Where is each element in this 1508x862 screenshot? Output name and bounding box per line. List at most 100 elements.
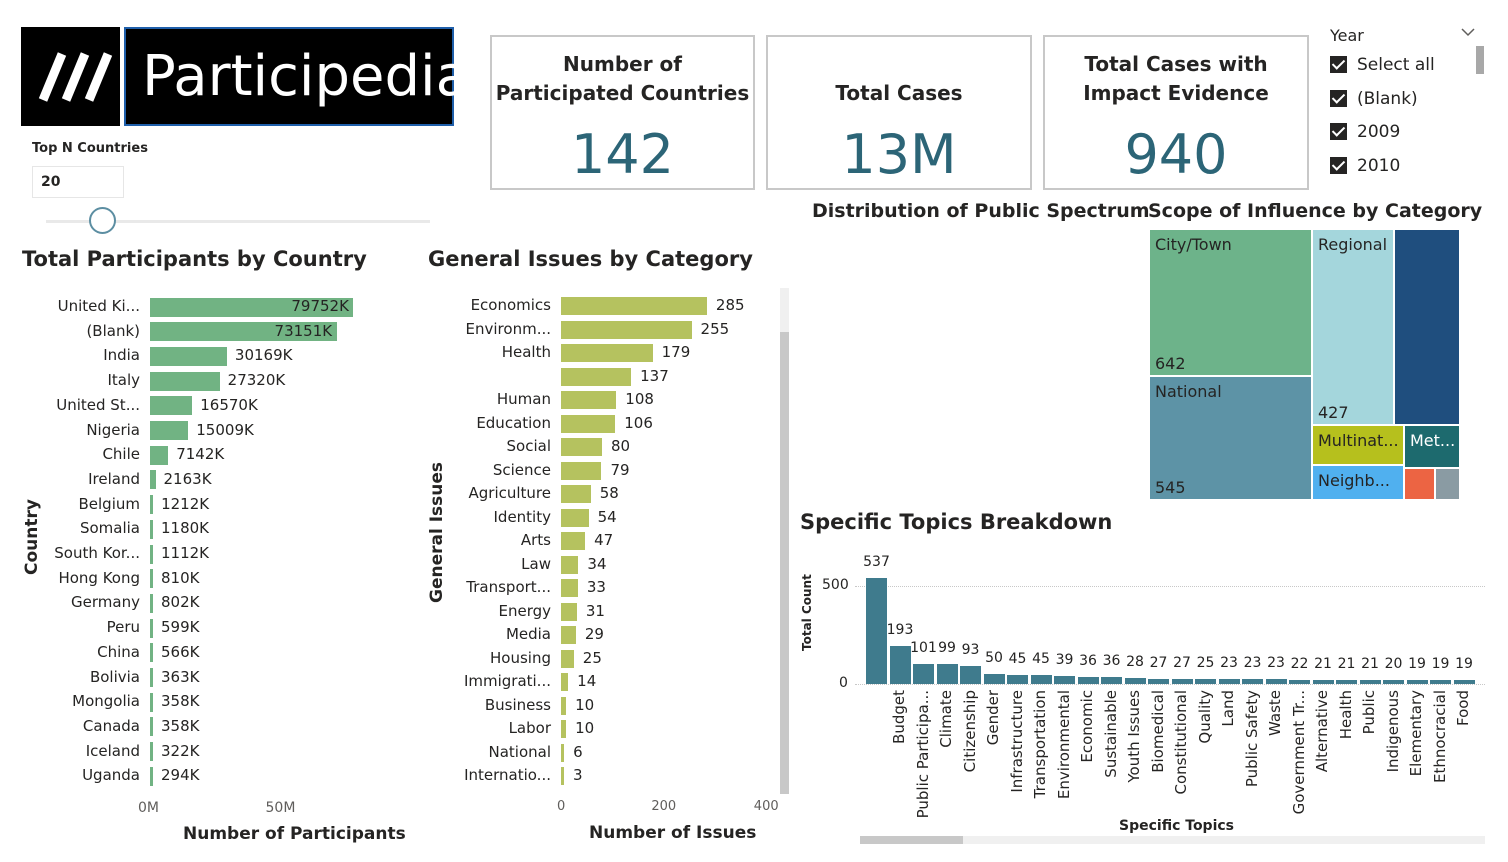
bar[interactable] xyxy=(150,396,193,416)
bar[interactable] xyxy=(561,414,616,433)
column[interactable] xyxy=(1265,679,1287,684)
bar[interactable] xyxy=(561,579,578,597)
column[interactable] xyxy=(1054,676,1075,684)
bar[interactable] xyxy=(150,668,153,687)
column[interactable] xyxy=(1453,680,1475,684)
column[interactable] xyxy=(1242,679,1263,684)
bar[interactable] xyxy=(561,367,632,386)
treemap-tile[interactable]: City/Town 642 xyxy=(1149,229,1312,376)
bar[interactable] xyxy=(561,485,591,503)
column[interactable] xyxy=(1171,678,1193,684)
bar[interactable] xyxy=(561,720,567,738)
country-label: Somalia xyxy=(79,519,140,538)
bar[interactable] xyxy=(561,344,653,362)
bar[interactable] xyxy=(561,508,589,527)
column[interactable] xyxy=(960,665,981,684)
year-slicer-scrollbar[interactable] xyxy=(1476,46,1484,74)
treemap-tile[interactable] xyxy=(1435,468,1460,500)
treemap-tile[interactable] xyxy=(1394,229,1460,425)
treemap-tile[interactable]: National 545 xyxy=(1149,376,1312,500)
country-label: Nigeria xyxy=(86,420,140,439)
treemap-tile[interactable]: Met... xyxy=(1404,425,1460,468)
checkbox-checked-icon[interactable] xyxy=(1330,90,1347,107)
bar[interactable] xyxy=(150,445,169,465)
year-option-2010[interactable]: 2010 xyxy=(1330,154,1400,178)
bar[interactable] xyxy=(150,322,337,342)
bar[interactable] xyxy=(561,532,586,550)
column[interactable] xyxy=(913,664,934,684)
bar[interactable] xyxy=(561,743,565,762)
topics-x-axis-title: Specific Topics xyxy=(1119,818,1235,834)
issues-scrollbar-thumb[interactable] xyxy=(780,332,789,794)
column[interactable] xyxy=(1336,679,1357,684)
bar[interactable] xyxy=(561,320,692,339)
bar[interactable] xyxy=(561,438,602,456)
column[interactable] xyxy=(1359,679,1381,684)
column[interactable] xyxy=(866,578,887,684)
bar[interactable] xyxy=(150,717,153,737)
topics-scrollbar-track[interactable] xyxy=(860,836,1485,844)
checkbox-checked-icon[interactable] xyxy=(1330,123,1347,140)
bar[interactable] xyxy=(561,297,707,315)
bar[interactable] xyxy=(150,297,354,317)
year-option-2009[interactable]: 2009 xyxy=(1330,120,1400,144)
column[interactable] xyxy=(936,664,958,684)
top-n-input[interactable]: 20 xyxy=(32,166,124,198)
bar[interactable] xyxy=(561,391,617,409)
bar[interactable] xyxy=(150,371,220,391)
chevron-down-icon[interactable] xyxy=(1460,24,1476,40)
column[interactable] xyxy=(1007,675,1028,684)
column[interactable] xyxy=(889,645,911,684)
column[interactable] xyxy=(1312,679,1334,684)
checkbox-checked-icon[interactable] xyxy=(1330,157,1347,174)
bar[interactable] xyxy=(150,742,153,762)
bar[interactable] xyxy=(150,692,153,712)
checkbox-checked-icon[interactable] xyxy=(1330,56,1347,73)
bar[interactable] xyxy=(561,767,564,785)
bar[interactable] xyxy=(150,569,153,589)
treemap-tile[interactable]: Regional 427 xyxy=(1312,229,1394,425)
bar[interactable] xyxy=(561,555,579,574)
year-option-select-all[interactable]: Select all xyxy=(1330,53,1435,77)
column[interactable] xyxy=(1124,678,1146,684)
bar[interactable] xyxy=(561,461,602,480)
column[interactable] xyxy=(1289,679,1310,684)
year-option-blank[interactable]: (Blank) xyxy=(1330,87,1418,111)
column[interactable] xyxy=(1430,680,1451,684)
bar[interactable] xyxy=(150,643,153,663)
bar[interactable] xyxy=(150,593,153,613)
bar[interactable] xyxy=(150,495,154,515)
treemap-tile[interactable] xyxy=(1404,468,1435,500)
bar[interactable] xyxy=(150,618,153,638)
bar[interactable] xyxy=(561,696,567,715)
data-label: 27 xyxy=(1149,654,1168,671)
column[interactable] xyxy=(1148,678,1169,684)
bar[interactable] xyxy=(561,649,574,668)
column[interactable] xyxy=(1077,676,1099,684)
bar[interactable] xyxy=(150,470,156,490)
bar[interactable] xyxy=(561,673,569,691)
country-label: Canada xyxy=(82,716,140,735)
column[interactable] xyxy=(983,674,1005,684)
issue-label: Environm... xyxy=(465,319,551,338)
bar[interactable] xyxy=(150,421,189,440)
treemap-tile[interactable]: Multinat... xyxy=(1312,425,1404,465)
bar[interactable] xyxy=(150,766,153,786)
topics-scrollbar-thumb[interactable] xyxy=(860,836,963,844)
bar[interactable] xyxy=(150,346,227,366)
treemap-tile[interactable]: Neighb... xyxy=(1312,465,1404,500)
column[interactable] xyxy=(1195,679,1216,684)
column[interactable] xyxy=(1030,675,1052,684)
column[interactable] xyxy=(1101,676,1122,684)
bar[interactable] xyxy=(150,519,153,539)
column[interactable] xyxy=(1383,680,1404,684)
bar[interactable] xyxy=(561,602,577,621)
bar[interactable] xyxy=(150,544,153,564)
gridline xyxy=(855,585,1485,587)
treemap-tile-label: Met... xyxy=(1410,431,1456,450)
bar[interactable] xyxy=(561,626,576,644)
column[interactable] xyxy=(1406,680,1428,684)
top-n-slider-handle[interactable] xyxy=(89,207,116,234)
column[interactable] xyxy=(1218,679,1240,684)
top-n-slider-track[interactable] xyxy=(46,220,430,223)
